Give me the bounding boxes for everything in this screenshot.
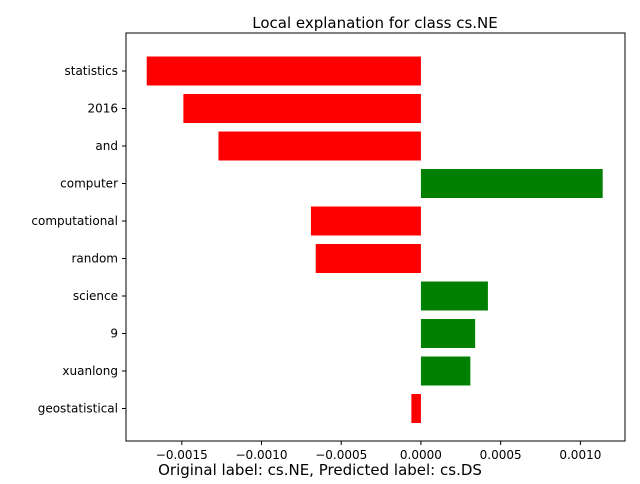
bar xyxy=(146,56,421,86)
bar xyxy=(411,394,421,423)
x-ticks-group: −0.0015 −0.0010 −0.0005 0.0000 0.0005 0.0010 xyxy=(156,441,601,462)
y-ticks-group: statistics 2016 and computer computational ra… xyxy=(31,64,126,416)
plot-frame xyxy=(125,32,626,442)
y-tick-label: random xyxy=(71,252,118,266)
x-tick-label: −0.0010 xyxy=(235,448,287,462)
chart-caption: Original label: cs.NE, Predicted label: … xyxy=(158,461,482,479)
bar xyxy=(183,94,421,123)
x-tick-label: 0.0005 xyxy=(480,448,522,462)
y-tick-label: geostatistical xyxy=(38,402,118,416)
y-tick-label: science xyxy=(73,289,118,303)
bar xyxy=(315,244,421,273)
bars-group xyxy=(146,56,603,423)
y-tick-label: and xyxy=(95,139,118,153)
bar xyxy=(420,281,488,311)
bar xyxy=(420,356,471,386)
bar xyxy=(420,319,476,348)
x-tick-label: 0.0010 xyxy=(559,448,601,462)
y-tick-label: 2016 xyxy=(87,102,118,116)
y-tick-label: statistics xyxy=(65,64,119,78)
y-tick-label: computer xyxy=(60,177,118,191)
bar xyxy=(420,169,603,198)
y-tick-label: 9 xyxy=(110,327,118,341)
y-tick-label: computational xyxy=(31,214,118,228)
bar xyxy=(218,131,421,161)
bar xyxy=(310,206,421,236)
chart-title: Local explanation for class cs.NE xyxy=(252,14,498,32)
x-tick-label: −0.0015 xyxy=(156,448,208,462)
x-tick-label: −0.0005 xyxy=(315,448,367,462)
y-tick-label: xuanlong xyxy=(62,364,118,378)
x-tick-label: 0.0000 xyxy=(400,448,442,462)
